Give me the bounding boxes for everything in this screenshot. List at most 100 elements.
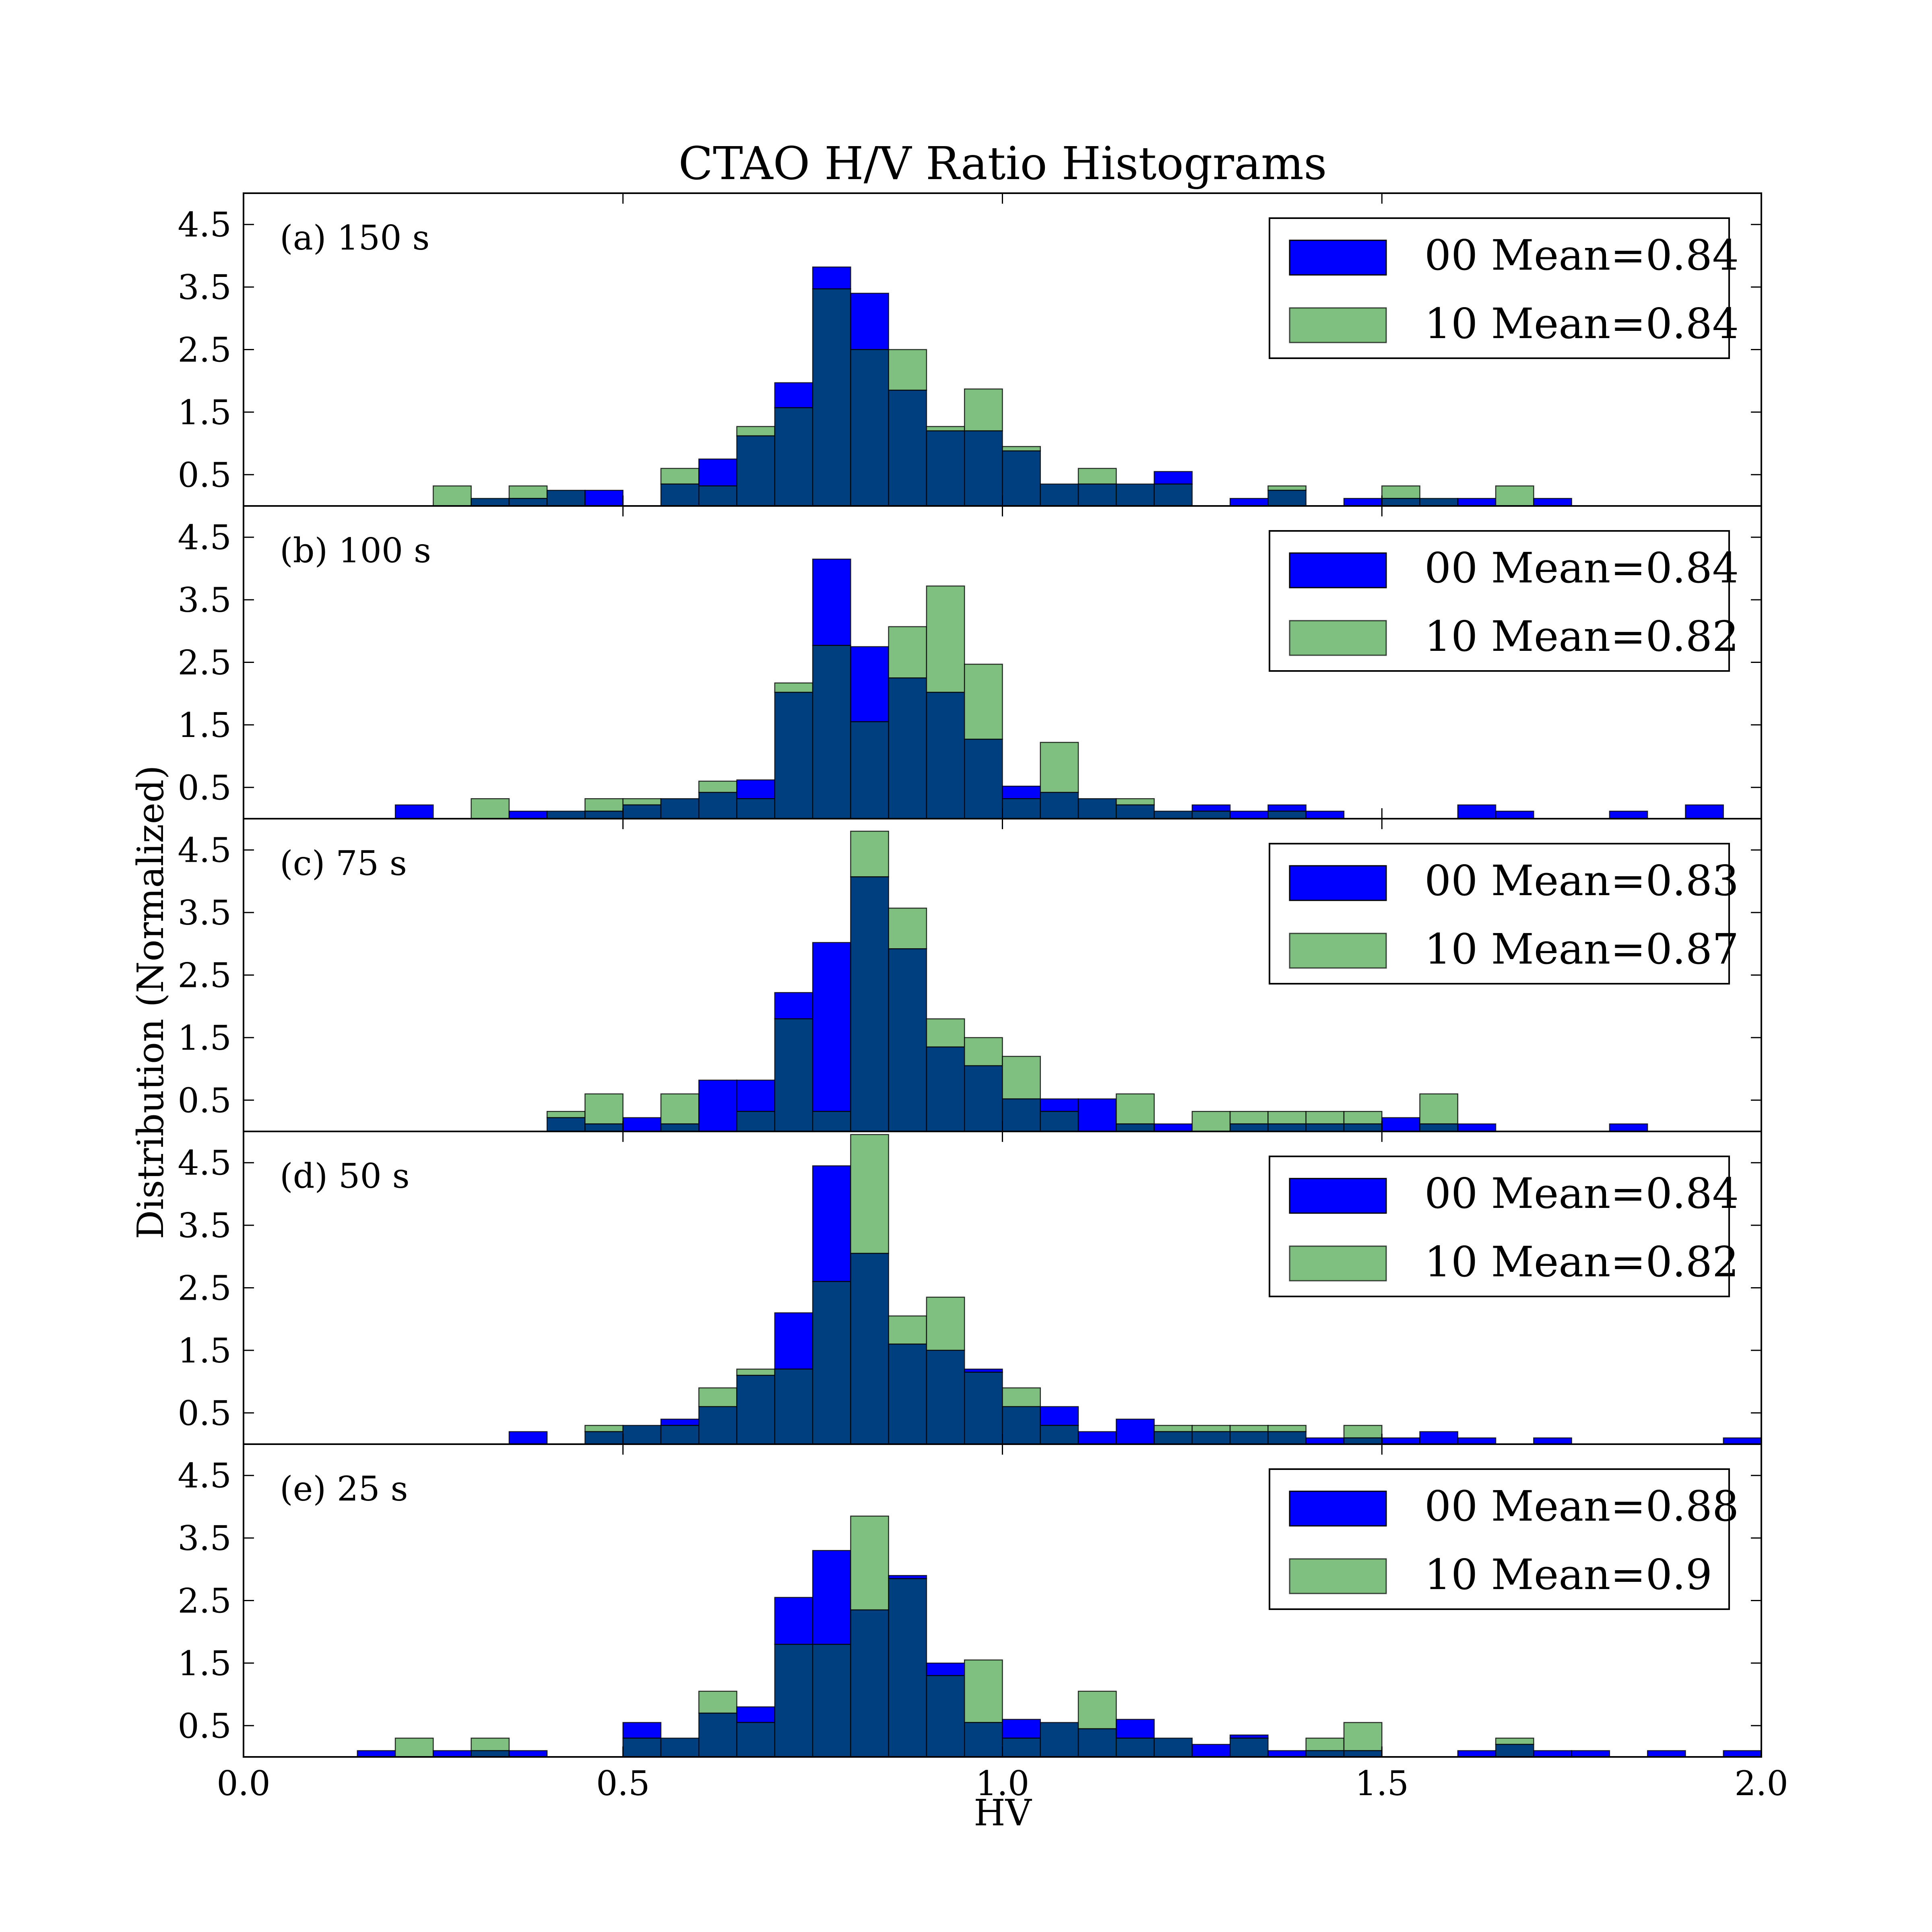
bar-10-bin-12 bbox=[698, 1387, 737, 1408]
bar-overlap-bin-21 bbox=[1040, 483, 1079, 507]
bar-overlap-bin-18 bbox=[926, 1350, 965, 1445]
bar-00-bin-32 bbox=[1457, 498, 1496, 507]
bar-00-bin-32 bbox=[1457, 804, 1496, 819]
bar-00-bin-28 bbox=[1305, 811, 1345, 819]
bar-overlap-bin-21 bbox=[1040, 1425, 1079, 1445]
bar-00-bin-26 bbox=[1229, 811, 1269, 819]
panel-4: 0.5 1.5 2.5 3.5 4.5 (d) 50 s 00 Mean=0.84 10 Me… bbox=[178, 1131, 1762, 1445]
bar-overlap-bin-12 bbox=[698, 792, 737, 819]
bar-overlap-bin-21 bbox=[1040, 1722, 1079, 1758]
legend-label-00: 00 Mean=0.84 bbox=[1424, 1169, 1739, 1218]
bar-overlap-bin-11 bbox=[660, 483, 700, 507]
bar-overlap-bin-33 bbox=[1495, 1744, 1534, 1758]
bar-10-bin-29 bbox=[1343, 1425, 1383, 1439]
y-axis-label: Distribution (Normalized) bbox=[130, 765, 172, 1239]
bar-00-bin-34 bbox=[1533, 498, 1572, 507]
bar-overlap-bin-20 bbox=[1002, 450, 1041, 507]
y-tick-label: 1.5 bbox=[178, 1644, 231, 1683]
bar-overlap-bin-23 bbox=[1116, 1738, 1155, 1758]
bar-overlap-bin-17 bbox=[888, 390, 927, 507]
bar-overlap-bin-27 bbox=[1267, 811, 1307, 819]
bar-10-bin-29 bbox=[1343, 1722, 1383, 1751]
y-tick-label: 0.5 bbox=[178, 1393, 231, 1433]
bar-overlap-bin-29 bbox=[1343, 1750, 1383, 1758]
bar-00-bin-32 bbox=[1457, 1437, 1496, 1445]
bar-10-bin-33 bbox=[1495, 1738, 1534, 1745]
bar-overlap-bin-17 bbox=[888, 948, 927, 1132]
bar-10-bin-20 bbox=[1002, 1056, 1041, 1100]
bar-overlap-bin-24 bbox=[1154, 1431, 1193, 1445]
bar-10-bin-20 bbox=[1002, 446, 1041, 452]
bar-overlap-bin-7 bbox=[508, 498, 548, 507]
legend-label-00: 00 Mean=0.88 bbox=[1424, 1482, 1739, 1531]
bar-overlap-bin-26 bbox=[1229, 1431, 1269, 1445]
bar-10-bin-12 bbox=[698, 780, 737, 793]
bar-00-bin-24 bbox=[1154, 471, 1193, 485]
y-tick-label: 1.5 bbox=[178, 706, 231, 745]
bar-00-bin-35 bbox=[1571, 1750, 1610, 1758]
bar-00-bin-15 bbox=[812, 1165, 851, 1282]
bar-00-bin-20 bbox=[1002, 1719, 1041, 1739]
panels-group: 0.5 1.5 2.5 3.5 4.5 (a) 150 s 00 Mean=0.84 10 M… bbox=[178, 192, 1788, 1803]
bar-00-bin-11 bbox=[660, 1418, 700, 1426]
bar-overlap-bin-22 bbox=[1077, 1728, 1117, 1758]
legend: 00 Mean=0.83 10 Mean=0.87 bbox=[1269, 843, 1739, 985]
bar-00-bin-9 bbox=[584, 489, 623, 507]
bar-10-bin-26 bbox=[1229, 1111, 1269, 1125]
bar-overlap-bin-16 bbox=[850, 349, 889, 507]
bar-00-bin-34 bbox=[1533, 1750, 1572, 1758]
bar-overlap-bin-13 bbox=[736, 1722, 776, 1758]
bar-overlap-bin-13 bbox=[736, 1111, 776, 1132]
y-tick-label: 2.5 bbox=[178, 1269, 231, 1308]
legend-label-10: 10 Mean=0.82 bbox=[1424, 612, 1739, 661]
y-tick-label: 4.5 bbox=[178, 518, 231, 557]
bar-overlap-bin-13 bbox=[736, 435, 776, 507]
bar-10-bin-17 bbox=[888, 1315, 927, 1345]
x-tick-label: 0.5 bbox=[596, 1764, 650, 1803]
bar-overlap-bin-8 bbox=[546, 811, 586, 819]
bar-10-bin-23 bbox=[1116, 1093, 1155, 1125]
panel-label: (b) 100 s bbox=[280, 531, 431, 570]
bar-overlap-bin-24 bbox=[1154, 483, 1193, 507]
legend: 00 Mean=0.88 10 Mean=0.9 bbox=[1269, 1468, 1739, 1610]
bar-overlap-bin-15 bbox=[812, 1281, 851, 1445]
bar-overlap-bin-19 bbox=[964, 430, 1003, 507]
bar-overlap-bin-26 bbox=[1229, 1123, 1269, 1132]
bar-overlap-bin-13 bbox=[736, 1375, 776, 1445]
bar-00-bin-23 bbox=[1116, 1418, 1155, 1445]
bar-overlap-bin-8 bbox=[546, 1117, 586, 1132]
y-tick-label: 3.5 bbox=[178, 268, 231, 307]
bar-10-bin-23 bbox=[1116, 798, 1155, 806]
bar-10-bin-8 bbox=[546, 1111, 586, 1119]
bar-10-bin-13 bbox=[736, 1368, 776, 1376]
panel-5: 0.5 1.5 2.5 3.5 4.5 0.0 0.5 1.0 1.5 2.0 (e) 25 s 00… bbox=[178, 1443, 1788, 1803]
bar-overlap-bin-20 bbox=[1002, 1098, 1041, 1132]
bar-10-bin-30 bbox=[1381, 485, 1420, 499]
legend-swatch-00 bbox=[1289, 552, 1387, 588]
bar-10-bin-31 bbox=[1419, 1093, 1459, 1125]
bar-overlap-bin-11 bbox=[660, 1425, 700, 1445]
bar-00-bin-14 bbox=[774, 992, 813, 1020]
bar-overlap-bin-17 bbox=[888, 677, 927, 819]
bar-00-bin-36 bbox=[1609, 1123, 1648, 1132]
bar-00-bin-32 bbox=[1457, 1123, 1496, 1132]
bar-00-bin-34 bbox=[1533, 1437, 1572, 1445]
bar-overlap-bin-14 bbox=[774, 691, 813, 819]
legend-label-00: 00 Mean=0.83 bbox=[1424, 856, 1739, 905]
bar-overlap-bin-29 bbox=[1343, 1123, 1383, 1132]
bar-overlap-bin-25 bbox=[1191, 1431, 1231, 1445]
bar-10-bin-13 bbox=[736, 426, 776, 437]
x-tick-label: 1.5 bbox=[1355, 1764, 1409, 1803]
bar-00-bin-12 bbox=[698, 1080, 737, 1132]
bar-overlap-bin-12 bbox=[698, 485, 737, 507]
bar-10-bin-9 bbox=[584, 1093, 623, 1125]
bar-00-bin-22 bbox=[1077, 1431, 1117, 1445]
bar-overlap-bin-23 bbox=[1116, 483, 1155, 507]
bar-00-bin-30 bbox=[1381, 1437, 1420, 1445]
bar-00-bin-3 bbox=[357, 1750, 396, 1758]
bar-00-bin-5 bbox=[433, 1750, 472, 1758]
figure-title: CTAO H/V Ratio Histograms bbox=[678, 138, 1327, 190]
bar-10-bin-27 bbox=[1267, 1425, 1307, 1432]
bar-10-bin-28 bbox=[1305, 1111, 1345, 1125]
bar-00-bin-13 bbox=[736, 1706, 776, 1723]
